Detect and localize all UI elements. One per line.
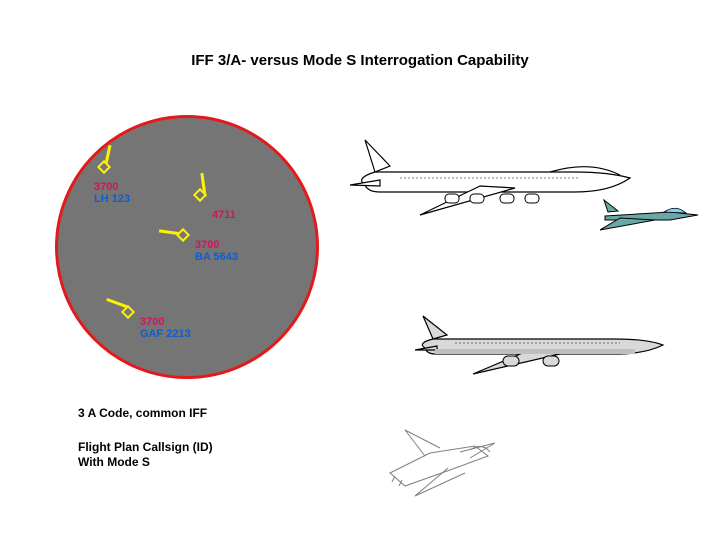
legend-line: With Mode S <box>78 455 150 469</box>
target-label: 3700 <box>195 239 219 252</box>
diagram-stage: IFF 3/A- versus Mode S Interrogation Cap… <box>0 0 720 540</box>
target-label: 3700 <box>94 181 118 194</box>
legend-line: Flight Plan Callsign (ID) <box>78 440 213 454</box>
aircraft-fighter-jet-icon <box>600 198 700 232</box>
target-label: GAF 2213 <box>140 328 191 341</box>
page-title: IFF 3/A- versus Mode S Interrogation Cap… <box>0 52 720 69</box>
aircraft-airliner-747-icon <box>350 130 640 220</box>
aircraft-airliner-737-icon <box>415 310 665 380</box>
target-label: 4711 <box>212 209 236 222</box>
target-label: BA 5643 <box>195 251 238 264</box>
aircraft-fighter-line-icon <box>370 418 500 498</box>
legend-line: 3 A Code, common IFF <box>78 406 207 420</box>
target-label: LH 123 <box>94 193 130 206</box>
target-label: 3700 <box>140 316 164 329</box>
